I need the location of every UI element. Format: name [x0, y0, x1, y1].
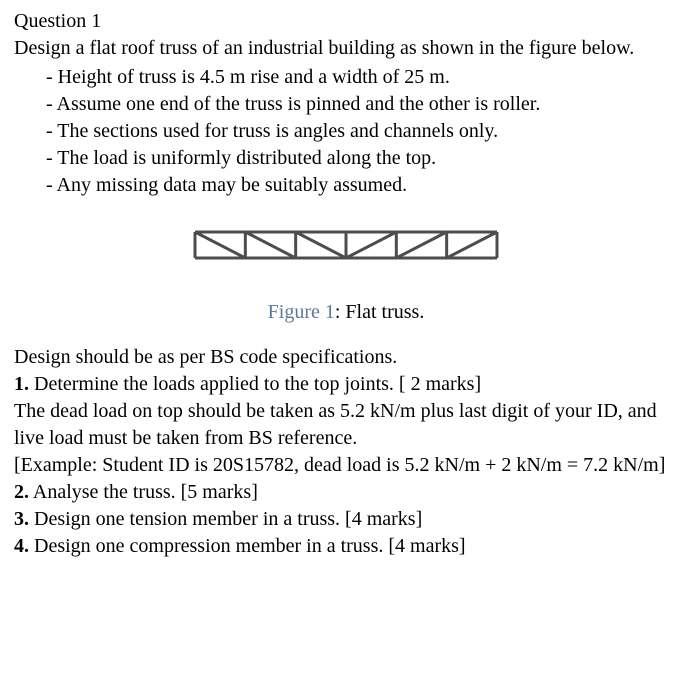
intro-text: Design a flat roof truss of an industria…: [14, 35, 678, 62]
item-text: Analyse the truss. [5 marks]: [29, 481, 258, 503]
bullet-list: - Height of truss is 4.5 m rise and a wi…: [14, 64, 678, 199]
figure-container: [14, 229, 678, 269]
example-text: [Example: Student ID is 20S15782, dead l…: [14, 452, 678, 479]
item-number: 2.: [14, 481, 29, 503]
item-text: Design one compression member in a truss…: [29, 535, 466, 557]
bullet-item: - Assume one end of the truss is pinned …: [46, 91, 678, 118]
item-number: 4.: [14, 535, 29, 557]
spec-line: Design should be as per BS code specific…: [14, 344, 678, 371]
bullet-item: - Height of truss is 4.5 m rise and a wi…: [46, 64, 678, 91]
truss-diagram: [191, 229, 501, 261]
item-text: Design one tension member in a truss. [4…: [29, 508, 422, 530]
bullet-item: - The load is uniformly distributed alon…: [46, 145, 678, 172]
figure-label: Figure 1: [268, 301, 335, 323]
item-number: 3.: [14, 508, 29, 530]
item-1: 1. Determine the loads applied to the to…: [14, 371, 678, 398]
dead-load-text: The dead load on top should be taken as …: [14, 398, 678, 452]
question-title: Question 1: [14, 8, 678, 35]
item-3: 3. Design one tension member in a truss.…: [14, 506, 678, 533]
bullet-item: - Any missing data may be suitably assum…: [46, 172, 678, 199]
figure-caption: Figure 1: Flat truss.: [14, 299, 678, 326]
figure-caption-text: : Flat truss.: [335, 301, 424, 323]
item-number: 1.: [14, 373, 29, 395]
item-4: 4. Design one compression member in a tr…: [14, 533, 678, 560]
item-text: Determine the loads applied to the top j…: [29, 373, 481, 395]
item-2: 2. Analyse the truss. [5 marks]: [14, 479, 678, 506]
bullet-item: - The sections used for truss is angles …: [46, 118, 678, 145]
